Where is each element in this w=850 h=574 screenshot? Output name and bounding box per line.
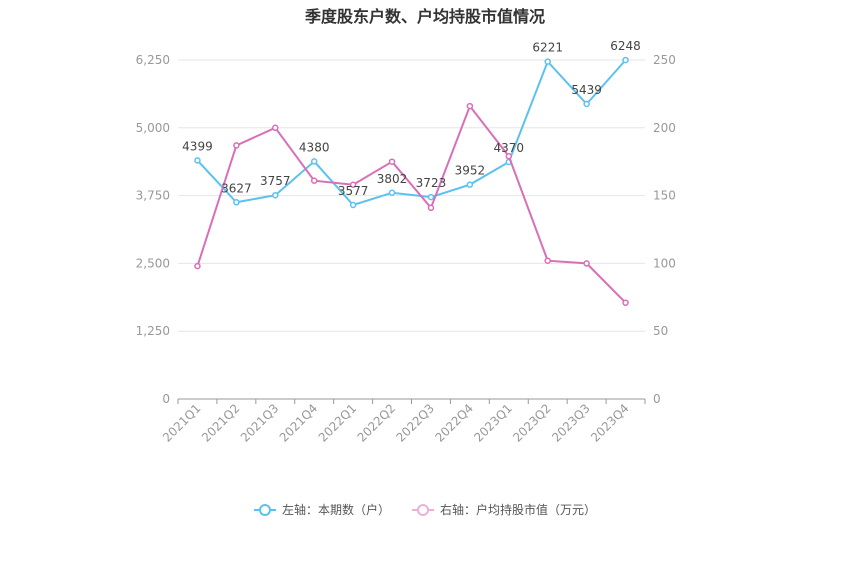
data-label: 6248 [610, 39, 641, 53]
x-axis-tick-label: 2022Q1 [316, 401, 360, 445]
data-point-holders [427, 193, 435, 201]
left-axis-tick-label: 6,250 [136, 53, 170, 67]
right-axis-tick-label: 50 [653, 324, 668, 338]
data-point-holders [233, 199, 240, 206]
legend-item-left-series[interactable]: 左轴：本期数（户） [253, 501, 390, 518]
data-label: 3802 [377, 172, 408, 186]
data-label: 3627 [221, 181, 252, 195]
data-point-avg-value [349, 181, 357, 189]
data-label: 4399 [182, 139, 213, 153]
data-point-avg-value [233, 142, 240, 149]
data-label: 3757 [260, 174, 291, 188]
legend-label-right-series: 右轴：户均持股市值（万元） [440, 503, 597, 517]
x-axis-tick-label: 2021Q4 [277, 401, 321, 445]
x-axis-tick-label: 2021Q3 [238, 401, 282, 445]
data-point-avg-value [505, 153, 513, 160]
data-point-holders [544, 58, 551, 65]
data-label: 3952 [455, 164, 486, 178]
legend: 左轴：本期数（户） 右轴：户均持股市值（万元） [0, 501, 850, 518]
data-point-holders [466, 181, 474, 188]
data-point-holders [272, 191, 279, 199]
data-point-holders [388, 189, 396, 197]
left-axis-tick-label: 3,750 [136, 189, 170, 203]
data-point-avg-value [194, 262, 201, 270]
data-point-avg-value [310, 177, 318, 184]
data-point-avg-value [272, 124, 279, 132]
left-axis-tick-label: 2,500 [136, 256, 170, 270]
data-point-avg-value [622, 299, 629, 306]
x-axis-tick-label: 2023Q4 [588, 401, 632, 445]
data-point-avg-value [427, 204, 435, 212]
chart-title: 季度股东户数、户均持股市值情况 [304, 7, 545, 26]
data-point-holders [310, 158, 318, 165]
right-axis-tick-label: 150 [653, 189, 676, 203]
x-axis-tick-label: 2021Q2 [199, 401, 243, 445]
data-point-holders [583, 100, 590, 108]
right-axis-tick-label: 200 [653, 121, 676, 135]
data-point-avg-value [466, 102, 474, 110]
right-axis-tick-label: 250 [653, 53, 676, 67]
data-label: 5439 [571, 83, 602, 97]
right-axis-tick-label: 0 [653, 392, 661, 406]
right-axis-tick-label: 100 [653, 256, 676, 270]
data-point-avg-value [583, 260, 590, 267]
series-lines [194, 56, 629, 306]
series-line-holders [196, 59, 627, 207]
data-label: 4370 [494, 141, 525, 155]
x-axis-tick-label: 2023Q3 [549, 401, 593, 445]
data-labels: 4399 3627 3757 4380 3577 3802 3723 3952 4370 6221… [182, 39, 641, 198]
series-line-avg-value [196, 104, 627, 304]
legend-marker-blue-icon [253, 503, 276, 517]
legend-item-right-series[interactable]: 右轴：户均持股市值（万元） [412, 501, 596, 518]
data-point-avg-value [388, 158, 396, 165]
left-axis-tick-label: 1,250 [136, 324, 170, 338]
left-axis-tick-label: 5,000 [136, 121, 170, 135]
x-axis-tick-label: 2021Q1 [160, 401, 204, 445]
data-point-holders [622, 56, 629, 64]
legend-marker-pink-icon [412, 503, 434, 517]
legend-label-left-series: 左轴：本期数（户） [281, 503, 390, 517]
data-label: 4380 [299, 140, 330, 154]
x-axis-tick-label: 2023Q1 [471, 401, 515, 445]
data-point-avg-value [544, 257, 551, 264]
x-axis-tick-label: 2022Q4 [432, 401, 476, 445]
data-label: 3577 [338, 184, 369, 198]
x-axis-tick-label: 2022Q2 [355, 401, 399, 445]
axes: 0 0 1,250 50 2,500 100 3,750 150 5,000 200 6,250 25… [136, 53, 676, 445]
data-label: 6221 [532, 41, 563, 55]
data-point-holders [194, 157, 201, 164]
x-axis-tick-label: 2023Q2 [510, 401, 554, 445]
left-axis-tick-label: 0 [162, 392, 170, 406]
data-point-holders [349, 201, 357, 209]
data-label: 3723 [416, 176, 447, 190]
x-axis-tick-label: 2022Q3 [394, 401, 438, 445]
